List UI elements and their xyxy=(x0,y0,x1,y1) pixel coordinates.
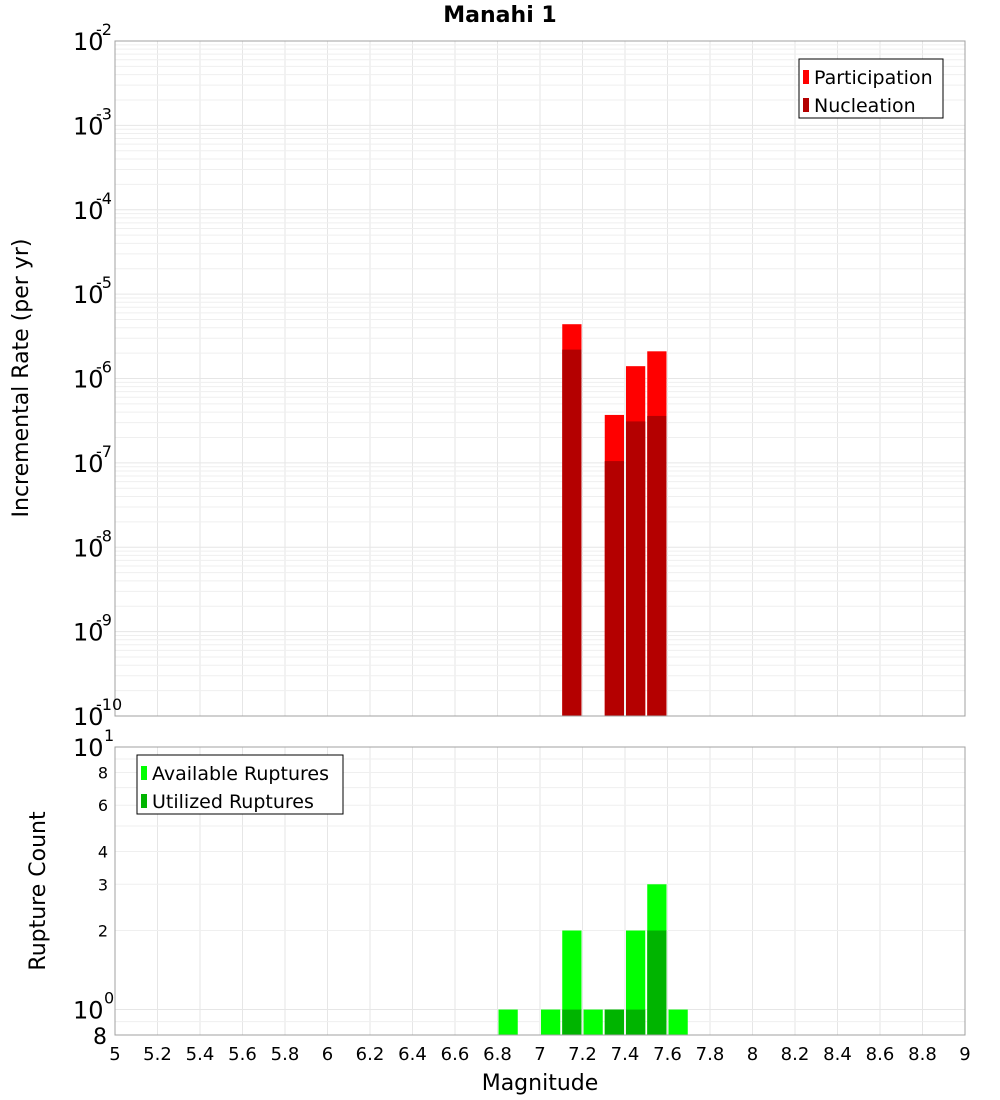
xtick-label: 8.8 xyxy=(908,1044,937,1065)
bottom-ytick-exponent: 0 xyxy=(104,989,114,1008)
xtick-label: 8.6 xyxy=(866,1044,895,1065)
top-ytick-label: 10 xyxy=(73,619,104,647)
bottom-ylabel: Rupture Count xyxy=(26,811,51,971)
xtick-label: 5.8 xyxy=(271,1044,300,1065)
xtick-label: 5.4 xyxy=(186,1044,215,1065)
top-ytick-exponent: -9 xyxy=(96,611,112,630)
top-ytick-label: 10 xyxy=(73,28,104,56)
top-plot-frame xyxy=(114,40,966,717)
xtick-label: 6.8 xyxy=(483,1044,512,1065)
top-ytick-exponent: -2 xyxy=(96,20,112,39)
bottom-ytick-label: 10 xyxy=(73,734,104,762)
bottom-bar-utilized-ruptures xyxy=(626,1009,646,1035)
bottom-bar-available-ruptures xyxy=(562,930,582,1035)
bottom-legend-swatch xyxy=(141,766,147,780)
top-grid xyxy=(114,41,966,717)
bottom-bar-available-ruptures xyxy=(626,930,646,1035)
xtick-label: 6.4 xyxy=(398,1044,427,1065)
xtick-label: 6.2 xyxy=(356,1044,385,1065)
top-ytick-label: 10 xyxy=(73,112,104,140)
top-ytick-exponent: -7 xyxy=(96,442,112,461)
top-ytick-label: 10 xyxy=(73,281,104,309)
bottom-ytick-label: 10 xyxy=(73,997,104,1025)
top-ylabel: Incremental Rate (per yr) xyxy=(9,239,34,518)
top-ytick-exponent: -8 xyxy=(96,526,112,545)
xtick-label: 7.4 xyxy=(611,1044,640,1065)
bottom-bar-utilized-ruptures xyxy=(562,1009,582,1035)
xtick-label: 5.2 xyxy=(143,1044,172,1065)
top-ytick-label: 10 xyxy=(73,703,104,731)
chart-title: Manahi 1 xyxy=(443,3,556,28)
bottom-ytick-label: 3 xyxy=(98,875,108,894)
bottom-legend: Available Ruptures Utilized Ruptures xyxy=(136,754,344,815)
bottom-bar-available-ruptures xyxy=(498,1009,518,1035)
bottom-legend-swatch xyxy=(141,794,147,808)
xtick-label: 8.2 xyxy=(781,1044,810,1065)
bottom-legend-label: Utilized Ruptures xyxy=(152,791,314,813)
top-bar-nucleation xyxy=(626,421,646,716)
top-ytick-exponent: -3 xyxy=(96,104,112,123)
top-ytick-exponent: -5 xyxy=(96,273,112,292)
top-legend-label: Participation xyxy=(814,67,933,89)
xtick-label: 7.8 xyxy=(696,1044,725,1065)
top-bar-nucleation xyxy=(604,461,624,716)
top-ytick-exponent: -6 xyxy=(96,358,112,377)
bottom-bar-available-ruptures xyxy=(583,1009,603,1035)
bottom-plot-frame xyxy=(114,746,966,1036)
bottom-ytick-label: 8 xyxy=(98,763,108,782)
top-bar-nucleation xyxy=(562,349,582,716)
xtick-label: 5 xyxy=(109,1044,120,1065)
top-legend-swatch xyxy=(803,70,809,84)
top-bars xyxy=(562,324,667,716)
xtick-label: 8.4 xyxy=(823,1044,852,1065)
bottom-ytick-label: 6 xyxy=(98,796,108,815)
top-ytick-label: 10 xyxy=(73,366,104,394)
xtick-label: 9 xyxy=(959,1044,970,1065)
bottom-bar-utilized-ruptures xyxy=(604,1009,624,1035)
bottom-ytick-label: 2 xyxy=(98,922,108,941)
bottom-bar-utilized-ruptures xyxy=(647,930,667,1035)
bottom-bar-available-ruptures xyxy=(668,1009,688,1035)
top-ytick-label: 10 xyxy=(73,450,104,478)
bottom-legend-box xyxy=(136,754,344,815)
bottom-ytick-label: 4 xyxy=(98,842,108,861)
bottom-ytick-label: 8 xyxy=(93,1025,107,1050)
top-ytick-exponent: -4 xyxy=(96,189,112,208)
top-legend: Participation Nucleation xyxy=(798,58,944,119)
top-legend-label: Nucleation xyxy=(814,95,916,117)
top-ytick-label: 10 xyxy=(73,197,104,225)
xtick-label: 7.6 xyxy=(653,1044,682,1065)
xlabel: Magnitude xyxy=(482,1071,599,1096)
top-legend-swatch xyxy=(803,98,809,112)
xtick-label: 5.6 xyxy=(228,1044,257,1065)
top-bar-nucleation xyxy=(647,415,667,716)
bottom-bars xyxy=(498,884,688,1035)
top-ytick-label: 10 xyxy=(73,534,104,562)
xtick-label: 7 xyxy=(534,1044,545,1065)
xtick-label: 7.2 xyxy=(568,1044,597,1065)
top-legend-box xyxy=(798,58,944,119)
xtick-label: 8 xyxy=(747,1044,758,1065)
bottom-legend-label: Available Ruptures xyxy=(152,763,329,785)
bottom-bar-available-ruptures xyxy=(541,1009,561,1035)
xtick-label: 6.6 xyxy=(441,1044,470,1065)
top-ytick-exponent: -10 xyxy=(96,695,122,714)
bottom-ytick-exponent: 1 xyxy=(104,726,114,745)
xtick-label: 6 xyxy=(322,1044,333,1065)
